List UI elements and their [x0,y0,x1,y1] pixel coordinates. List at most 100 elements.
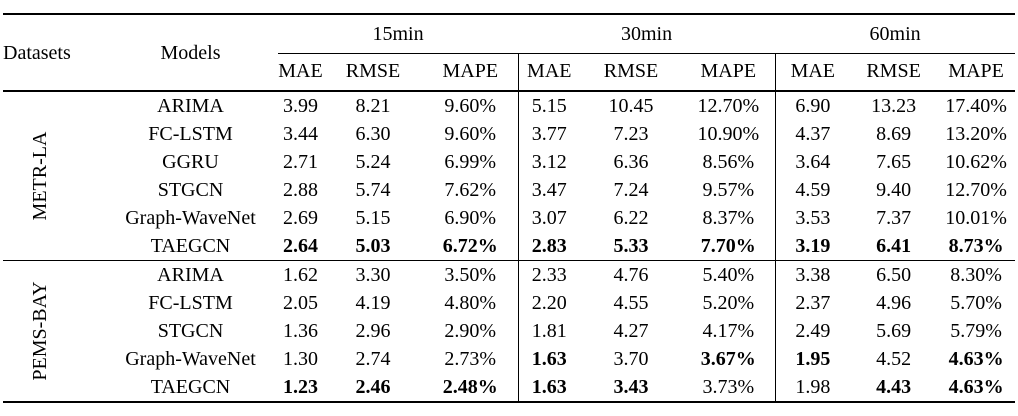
metric-cell: 4.37 [774,120,851,148]
metric-cell: 3.64 [774,148,851,176]
metric-cell: 4.43 [876,376,912,398]
metric-cell: 2.64 [283,235,318,257]
metric-cell: 1.30 [283,348,318,370]
col-header-rmse-60min: RMSE [850,53,938,92]
metric-cell: 2.48% [442,376,498,398]
metric-cell: 7.23 [613,123,649,145]
col-header-mape-60min: MAPE [937,53,1016,92]
dataset-label: METR-LA [29,131,51,221]
col-header-mape-15min: MAPE [423,53,519,92]
metric-cell: 6.50 [850,260,938,289]
metric-cell: 4.27 [613,320,649,342]
table-body: METR-LA ARIMA 3.99 8.21 9.60% 5.15 10.45 12.70%… [3,91,1016,402]
metric-cell: 5.20% [702,292,755,314]
metric-cell: 5.33 [613,235,649,257]
model-name-cell: TAEGCN [150,376,231,398]
metric-cell: 3.19 [774,232,851,261]
metric-cell: 4.52 [876,348,912,370]
col-header-rmse-30min: RMSE [580,53,683,92]
table-row: Graph-WaveNet 2.69 5.15 6.90% 3.07 6.22 8.37% 3… [3,204,1015,232]
results-table: Datasets Models 15min 30min 60min MAE RMSE MAPE… [3,13,1016,403]
col-group-30min: 30min [518,14,776,54]
metric-cell: 6.72% [442,235,498,257]
metric-cell: 4.17% [702,320,755,342]
metric-cell: 5.03 [355,235,391,257]
metric-cell: 2.88 [283,179,318,201]
metric-cell: 3.47 [517,176,581,204]
metric-cell: 6.90 [774,91,851,120]
table-row: STGCN 1.36 2.96 2.90% 1.81 4.27 4.17% 2.49 5.69 5… [3,317,1015,345]
metric-cell: 6.41 [876,235,912,257]
metric-cell: 7.24 [613,179,649,201]
metric-cell: 1.63 [517,373,581,402]
metric-cell: 8.69 [876,123,912,145]
metric-cell: 2.83 [517,232,581,261]
metric-cell: 13.23 [871,95,917,117]
header-row-metrics: MAE RMSE MAPE MAE RMSE MAPE MAE RMSE MAPE [3,53,1016,92]
metric-cell: 5.15 [355,207,391,229]
metric-cell: 3.53 [774,204,851,232]
metric-cell: 6.90% [444,207,497,229]
col-group-60min: 60min [775,14,1016,54]
metric-cell: 2.73% [444,348,497,370]
metric-cell: 8.56% [702,151,755,173]
table-row: FC-LSTM 3.44 6.30 9.60% 3.77 7.23 10.90% 4.37 8.… [3,120,1015,148]
metric-cell: 6.22 [613,207,649,229]
paper-page: Datasets Models 15min 30min 60min MAE RMSE MAPE… [3,13,1016,403]
metric-cell: 6.36 [613,151,649,173]
metric-cell: 2.20 [517,289,581,317]
model-name-cell: FC-LSTM [148,292,233,314]
header-row-groups: Datasets Models 15min 30min 60min [3,14,1016,92]
metric-cell: 7.62% [444,179,497,201]
model-name-cell: ARIMA [157,95,224,117]
metric-cell: 1.95 [774,345,851,373]
metric-cell: 1.63 [517,345,581,373]
metric-cell: 2.74 [355,348,391,370]
metric-cell: 9.60% [444,123,497,145]
metric-cell: 12.70% [945,179,1007,201]
metric-cell: 8.73% [948,235,1004,257]
metric-cell: 2.37 [774,289,851,317]
metric-cell: 6.99% [444,151,497,173]
metric-cell: 1.36 [283,320,318,342]
metric-cell: 3.77 [517,120,581,148]
metric-cell: 8.30% [937,260,1016,289]
metric-cell: 4.80% [444,292,497,314]
metric-cell: 2.46 [355,376,391,398]
dataset-label: PEMS-BAY [29,281,51,381]
model-name-cell: ARIMA [103,260,278,289]
metric-cell: 3.50% [423,260,519,289]
metric-cell: 4.19 [355,292,391,314]
metric-cell: 10.62% [945,151,1007,173]
col-header-rmse-15min: RMSE [323,53,423,92]
metric-cell: 2.69 [283,207,318,229]
metric-cell: 3.44 [283,123,318,145]
metric-cell: 2.71 [283,151,318,173]
metric-cell: 3.99 [283,95,318,117]
metric-cell: 10.90% [697,123,760,145]
model-name-cell: STGCN [157,179,224,201]
metric-cell: 5.69 [876,320,912,342]
metric-cell: 3.30 [323,260,423,289]
metric-cell: 7.70% [700,235,756,257]
dataset-cell-pems-bay: PEMS-BAY [3,260,103,402]
metric-cell: 17.40% [945,95,1007,117]
model-name-cell: Graph-WaveNet [125,207,256,229]
metric-cell: 8.21 [355,95,391,117]
metric-cell: 4.96 [876,292,912,314]
table-row: TAEGCN 2.64 5.03 6.72% 2.83 5.33 7.70% 3.19 6.41… [3,232,1015,261]
table-row: TAEGCN 1.23 2.46 2.48% 1.63 3.43 3.73% 1.98 4.43… [3,373,1015,402]
metric-cell: 1.81 [517,317,581,345]
metric-cell: 3.43 [613,376,649,398]
metric-cell: 2.90% [444,320,497,342]
metric-cell: 3.73% [702,376,755,398]
metric-cell: 10.01% [945,207,1007,229]
metric-cell: 12.70% [697,95,760,117]
metric-cell: 9.40 [876,179,912,201]
metric-cell: 1.62 [278,260,323,289]
model-name-cell: TAEGCN [150,235,231,257]
model-name-cell: GGRU [162,151,219,173]
metric-cell: 3.38 [774,260,851,289]
metric-cell: 3.07 [517,204,581,232]
metric-cell: 6.30 [355,123,391,145]
